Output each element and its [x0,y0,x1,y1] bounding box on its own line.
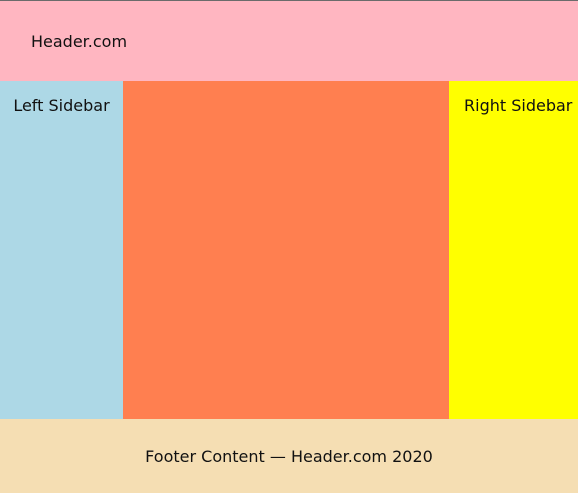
header: Header.com [0,1,578,81]
footer: Footer Content — Header.com 2020 [0,419,578,493]
footer-text: Footer Content — Header.com 2020 [145,447,433,466]
header-title: Header.com [31,31,128,51]
main-content [123,81,449,419]
content-row: Left Sidebar Right Sidebar [0,81,578,419]
right-sidebar: Right Sidebar [449,81,578,419]
right-sidebar-label: Right Sidebar [464,96,573,115]
left-sidebar: Left Sidebar [0,81,123,419]
left-sidebar-label: Left Sidebar [13,96,110,115]
